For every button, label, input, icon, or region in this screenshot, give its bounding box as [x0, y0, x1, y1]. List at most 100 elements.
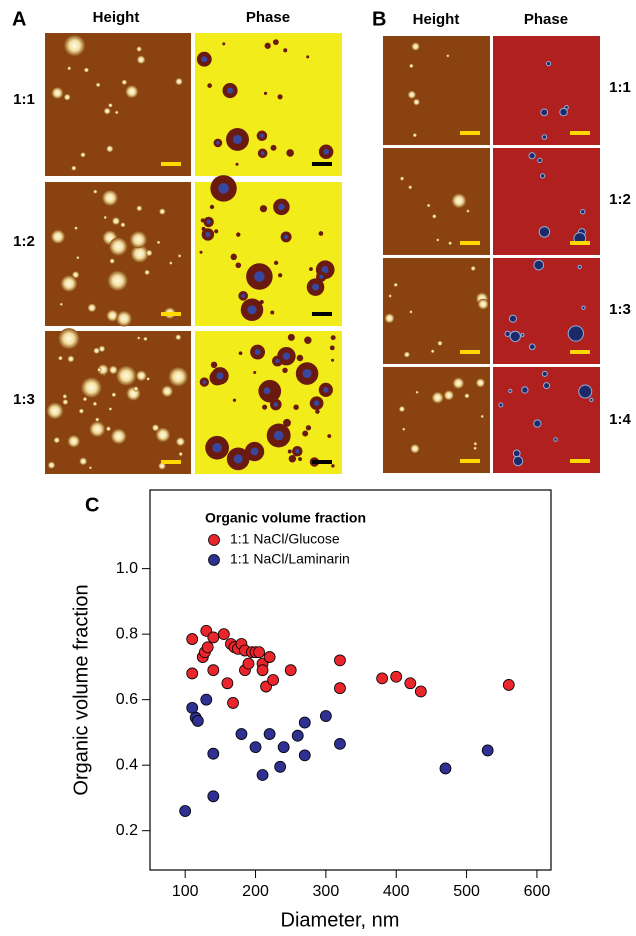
particle-core — [259, 133, 265, 138]
micrograph — [383, 367, 490, 473]
particle — [169, 261, 173, 265]
x-tick-label: 100 — [172, 883, 199, 900]
particle — [577, 264, 582, 270]
particle — [411, 42, 420, 51]
particle — [74, 226, 78, 230]
particle — [541, 134, 548, 140]
particle — [114, 110, 119, 115]
particle-core — [323, 387, 329, 393]
particle-core — [263, 387, 271, 395]
micrograph — [493, 258, 600, 364]
row-label: 1:1 — [13, 91, 35, 108]
particle — [540, 108, 549, 117]
point — [207, 790, 220, 803]
point — [284, 664, 297, 677]
particle — [108, 103, 113, 108]
particle-core — [295, 449, 300, 454]
point — [186, 667, 199, 680]
legend-title: Organic volume fraction — [205, 510, 366, 526]
point — [242, 657, 255, 670]
particle — [437, 340, 443, 346]
particle — [296, 354, 304, 362]
particle — [302, 430, 309, 437]
particle — [88, 466, 92, 470]
particle — [199, 250, 203, 254]
particle-core — [233, 454, 243, 464]
y-axis-label: Organic volume fraction — [70, 584, 92, 795]
particle — [159, 208, 166, 215]
particle — [408, 185, 413, 190]
x-axis-label: Diameter, nm — [281, 909, 400, 931]
particle — [539, 173, 546, 179]
particle — [59, 302, 63, 306]
scale-bar — [161, 460, 181, 464]
particle — [318, 231, 324, 236]
particle — [58, 355, 63, 361]
particle — [412, 133, 417, 138]
particle — [201, 226, 206, 231]
particle — [398, 406, 405, 413]
particle-core — [241, 293, 246, 298]
point — [186, 701, 199, 714]
point — [481, 744, 494, 757]
column-header: Phase — [246, 9, 290, 26]
particle — [430, 349, 435, 354]
point — [227, 697, 239, 709]
particle — [97, 364, 109, 376]
particle — [470, 265, 476, 271]
x-tick-label: 500 — [453, 883, 480, 900]
particle — [97, 367, 102, 372]
particle — [168, 367, 188, 387]
particle — [71, 165, 77, 171]
particle — [161, 385, 173, 398]
particle-core — [273, 402, 279, 407]
particle — [67, 66, 72, 71]
column-header: Height — [93, 9, 140, 26]
particle — [567, 325, 585, 342]
micrograph — [383, 36, 490, 145]
scale-bar — [312, 162, 332, 166]
scale-bar — [460, 459, 480, 463]
particle — [58, 328, 80, 350]
particle — [403, 351, 410, 358]
particle — [143, 336, 148, 342]
particle-core — [323, 148, 330, 155]
particle — [209, 204, 215, 210]
particle — [426, 203, 431, 208]
particle — [253, 370, 257, 375]
particle — [177, 254, 182, 258]
particle — [330, 335, 336, 341]
particle-core — [250, 447, 259, 456]
point — [201, 641, 214, 654]
particle — [136, 46, 142, 52]
particle — [475, 378, 485, 388]
particle — [95, 417, 100, 422]
micrograph — [45, 33, 191, 176]
particle — [89, 421, 106, 438]
point — [298, 716, 311, 729]
particle — [146, 377, 150, 381]
point — [334, 737, 346, 750]
point — [256, 769, 269, 781]
particle — [232, 398, 237, 402]
particle — [136, 370, 147, 382]
particle — [136, 55, 146, 64]
particle — [175, 77, 183, 86]
particle — [92, 401, 98, 407]
particle — [538, 226, 551, 238]
particle — [545, 61, 552, 67]
row-label: 1:4 — [609, 411, 631, 428]
row-label: 1:2 — [13, 233, 35, 250]
point — [274, 760, 287, 773]
particle-core — [254, 271, 265, 282]
y-tick-label: 0.8 — [116, 625, 138, 642]
legend-label: 1:1 NaCl/Glucose — [230, 531, 340, 547]
particle — [121, 79, 127, 85]
particle — [512, 449, 521, 458]
point — [207, 664, 220, 677]
particle-core — [283, 234, 289, 240]
particle-core — [206, 219, 211, 224]
particle — [210, 361, 218, 369]
y-tick-label: 0.2 — [116, 822, 138, 839]
particle — [309, 267, 313, 271]
